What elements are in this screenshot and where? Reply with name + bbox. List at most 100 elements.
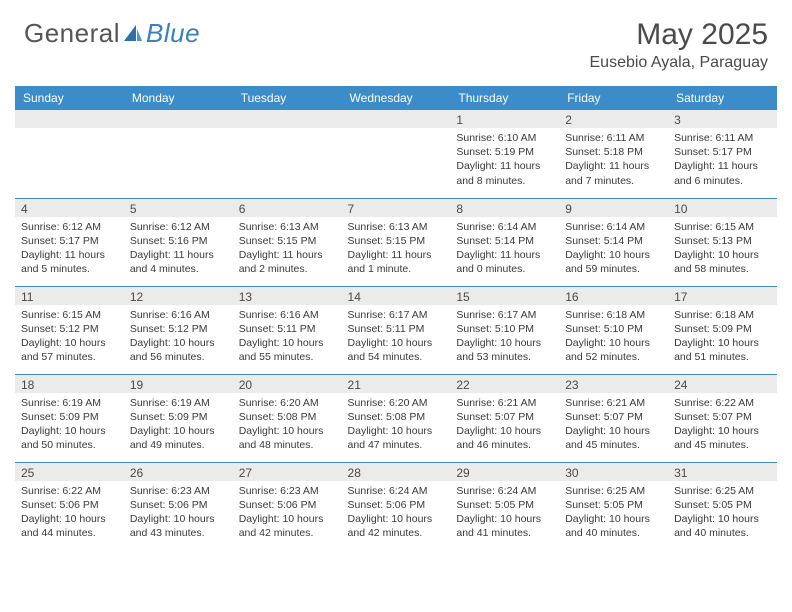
weekday-header: Wednesday	[342, 86, 451, 110]
day-number: 31	[668, 463, 777, 481]
month-title: May 2025	[590, 18, 769, 52]
day-body: Sunrise: 6:24 AMSunset: 5:05 PMDaylight:…	[450, 481, 559, 545]
sunset-text: Sunset: 5:15 PM	[348, 234, 445, 248]
sunrise-text: Sunrise: 6:13 AM	[239, 220, 336, 234]
sunrise-text: Sunrise: 6:11 AM	[565, 131, 662, 145]
day-number: 3	[668, 110, 777, 128]
calendar-cell: 19Sunrise: 6:19 AMSunset: 5:09 PMDayligh…	[124, 374, 233, 462]
day-body: Sunrise: 6:15 AMSunset: 5:12 PMDaylight:…	[15, 305, 124, 369]
daylight-text: Daylight: 11 hours and 2 minutes.	[239, 248, 336, 276]
day-number: 12	[124, 287, 233, 305]
daylight-text: Daylight: 11 hours and 5 minutes.	[21, 248, 118, 276]
calendar-cell: 25Sunrise: 6:22 AMSunset: 5:06 PMDayligh…	[15, 462, 124, 550]
day-number: 20	[233, 375, 342, 393]
calendar-cell: 7Sunrise: 6:13 AMSunset: 5:15 PMDaylight…	[342, 198, 451, 286]
calendar-cell: 24Sunrise: 6:22 AMSunset: 5:07 PMDayligh…	[668, 374, 777, 462]
day-number: 8	[450, 199, 559, 217]
daylight-text: Daylight: 10 hours and 40 minutes.	[565, 512, 662, 540]
calendar-cell: 14Sunrise: 6:17 AMSunset: 5:11 PMDayligh…	[342, 286, 451, 374]
calendar-cell	[342, 110, 451, 198]
sunrise-text: Sunrise: 6:24 AM	[348, 484, 445, 498]
day-body: Sunrise: 6:11 AMSunset: 5:18 PMDaylight:…	[559, 128, 668, 192]
sunset-text: Sunset: 5:07 PM	[674, 410, 771, 424]
day-body: Sunrise: 6:19 AMSunset: 5:09 PMDaylight:…	[15, 393, 124, 457]
sunset-text: Sunset: 5:15 PM	[239, 234, 336, 248]
sunrise-text: Sunrise: 6:19 AM	[130, 396, 227, 410]
daylight-text: Daylight: 11 hours and 1 minute.	[348, 248, 445, 276]
calendar-cell: 26Sunrise: 6:23 AMSunset: 5:06 PMDayligh…	[124, 462, 233, 550]
weekday-header: Sunday	[15, 86, 124, 110]
day-body	[233, 128, 342, 188]
sunset-text: Sunset: 5:06 PM	[21, 498, 118, 512]
day-number: 1	[450, 110, 559, 128]
sunset-text: Sunset: 5:17 PM	[674, 145, 771, 159]
day-number: 7	[342, 199, 451, 217]
weekday-row: SundayMondayTuesdayWednesdayThursdayFrid…	[15, 86, 777, 110]
daylight-text: Daylight: 10 hours and 47 minutes.	[348, 424, 445, 452]
day-number: 17	[668, 287, 777, 305]
sunrise-text: Sunrise: 6:15 AM	[674, 220, 771, 234]
day-number: 26	[124, 463, 233, 481]
calendar-cell: 13Sunrise: 6:16 AMSunset: 5:11 PMDayligh…	[233, 286, 342, 374]
daylight-text: Daylight: 10 hours and 51 minutes.	[674, 336, 771, 364]
daylight-text: Daylight: 11 hours and 0 minutes.	[456, 248, 553, 276]
day-body: Sunrise: 6:21 AMSunset: 5:07 PMDaylight:…	[450, 393, 559, 457]
day-body	[342, 128, 451, 188]
calendar-week: 18Sunrise: 6:19 AMSunset: 5:09 PMDayligh…	[15, 374, 777, 462]
sunset-text: Sunset: 5:06 PM	[239, 498, 336, 512]
day-number: 27	[233, 463, 342, 481]
sunrise-text: Sunrise: 6:17 AM	[348, 308, 445, 322]
sunset-text: Sunset: 5:13 PM	[674, 234, 771, 248]
calendar-table: SundayMondayTuesdayWednesdayThursdayFrid…	[15, 86, 777, 550]
day-number: 13	[233, 287, 342, 305]
calendar-cell: 23Sunrise: 6:21 AMSunset: 5:07 PMDayligh…	[559, 374, 668, 462]
calendar-cell: 9Sunrise: 6:14 AMSunset: 5:14 PMDaylight…	[559, 198, 668, 286]
calendar-cell: 22Sunrise: 6:21 AMSunset: 5:07 PMDayligh…	[450, 374, 559, 462]
daylight-text: Daylight: 10 hours and 42 minutes.	[348, 512, 445, 540]
day-number: 25	[15, 463, 124, 481]
calendar-cell: 11Sunrise: 6:15 AMSunset: 5:12 PMDayligh…	[15, 286, 124, 374]
sunrise-text: Sunrise: 6:18 AM	[674, 308, 771, 322]
sail-icon	[122, 23, 144, 45]
sunset-text: Sunset: 5:08 PM	[239, 410, 336, 424]
day-number: 30	[559, 463, 668, 481]
day-number: 19	[124, 375, 233, 393]
sunset-text: Sunset: 5:10 PM	[456, 322, 553, 336]
weekday-header: Tuesday	[233, 86, 342, 110]
sunrise-text: Sunrise: 6:21 AM	[565, 396, 662, 410]
daylight-text: Daylight: 10 hours and 41 minutes.	[456, 512, 553, 540]
brand-word2: Blue	[146, 18, 200, 49]
day-body	[15, 128, 124, 188]
daylight-text: Daylight: 10 hours and 58 minutes.	[674, 248, 771, 276]
day-body: Sunrise: 6:18 AMSunset: 5:09 PMDaylight:…	[668, 305, 777, 369]
sunset-text: Sunset: 5:07 PM	[565, 410, 662, 424]
day-body: Sunrise: 6:12 AMSunset: 5:17 PMDaylight:…	[15, 217, 124, 281]
sunset-text: Sunset: 5:05 PM	[674, 498, 771, 512]
day-body: Sunrise: 6:12 AMSunset: 5:16 PMDaylight:…	[124, 217, 233, 281]
calendar-week: 4Sunrise: 6:12 AMSunset: 5:17 PMDaylight…	[15, 198, 777, 286]
sunrise-text: Sunrise: 6:22 AM	[21, 484, 118, 498]
sunrise-text: Sunrise: 6:14 AM	[456, 220, 553, 234]
sunrise-text: Sunrise: 6:16 AM	[130, 308, 227, 322]
sunset-text: Sunset: 5:16 PM	[130, 234, 227, 248]
calendar-body: 1Sunrise: 6:10 AMSunset: 5:19 PMDaylight…	[15, 110, 777, 550]
daylight-text: Daylight: 10 hours and 59 minutes.	[565, 248, 662, 276]
day-body	[124, 128, 233, 188]
brand-logo: General Blue	[24, 18, 200, 49]
sunset-text: Sunset: 5:07 PM	[456, 410, 553, 424]
sunrise-text: Sunrise: 6:20 AM	[239, 396, 336, 410]
sunset-text: Sunset: 5:14 PM	[565, 234, 662, 248]
sunset-text: Sunset: 5:09 PM	[21, 410, 118, 424]
daylight-text: Daylight: 10 hours and 49 minutes.	[130, 424, 227, 452]
daylight-text: Daylight: 10 hours and 56 minutes.	[130, 336, 227, 364]
day-number: 18	[15, 375, 124, 393]
day-body: Sunrise: 6:20 AMSunset: 5:08 PMDaylight:…	[342, 393, 451, 457]
day-number: 16	[559, 287, 668, 305]
sunset-text: Sunset: 5:12 PM	[21, 322, 118, 336]
day-number: 29	[450, 463, 559, 481]
daylight-text: Daylight: 10 hours and 50 minutes.	[21, 424, 118, 452]
sunrise-text: Sunrise: 6:16 AM	[239, 308, 336, 322]
sunrise-text: Sunrise: 6:25 AM	[674, 484, 771, 498]
day-body: Sunrise: 6:25 AMSunset: 5:05 PMDaylight:…	[668, 481, 777, 545]
sunrise-text: Sunrise: 6:19 AM	[21, 396, 118, 410]
